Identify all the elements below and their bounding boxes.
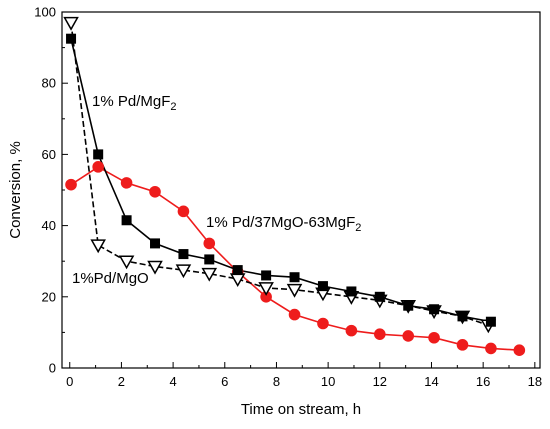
marker-mixed <box>149 185 161 198</box>
series-label-mgf2-main: 1% Pd/MgF <box>92 93 170 110</box>
x-tick-label: 6 <box>221 374 228 389</box>
x-tick-label: 4 <box>169 374 176 389</box>
series-lines <box>70 22 520 351</box>
marker-mixed <box>456 339 469 351</box>
marker-mgf2 <box>289 272 300 283</box>
x-tick-label: 0 <box>66 374 73 389</box>
series-label-mgf2-sub: 2 <box>170 101 176 113</box>
series-line-mixed <box>70 165 520 351</box>
marker-mgf2 <box>178 249 189 260</box>
axis-ticks: 0 2 4 6 8 10 12 14 16 18 0 20 40 60 80 100 <box>34 5 542 390</box>
x-tick-label: 18 <box>528 374 542 389</box>
x-tick-label: 2 <box>118 374 125 389</box>
y-tick-label: 20 <box>42 289 56 304</box>
series-label-mgo: 1%Pd/MgO <box>72 270 149 287</box>
plot-frame <box>61 11 541 369</box>
marker-mgo <box>63 16 79 31</box>
marker-mixed <box>260 291 272 303</box>
marker-mgf2 <box>261 270 272 281</box>
y-tick-label: 40 <box>42 218 56 233</box>
x-tick-label: 10 <box>321 374 335 389</box>
marker-mixed <box>485 342 497 355</box>
x-tick-label: 14 <box>424 374 438 389</box>
marker-mgo <box>147 260 163 275</box>
series-label-mgo-main: 1%Pd/MgO <box>72 270 149 287</box>
marker-mgf2 <box>150 238 161 249</box>
x-tick-label: 16 <box>476 374 490 389</box>
marker-mgf2 <box>204 254 215 265</box>
marker-mgo <box>175 264 192 279</box>
marker-mixed <box>120 177 133 189</box>
marker-mixed <box>402 330 415 342</box>
marker-mgf2 <box>66 33 77 44</box>
marker-mgf2 <box>485 316 496 327</box>
marker-mgf2 <box>374 291 385 302</box>
marker-mixed <box>203 237 216 250</box>
x-axis-title: Time on stream, h <box>241 401 361 418</box>
marker-mixed <box>513 344 526 357</box>
marker-mixed <box>374 328 386 340</box>
marker-mixed <box>345 324 358 337</box>
marker-mgf2 <box>317 281 328 292</box>
marker-mgo <box>201 267 218 282</box>
marker-mgo <box>90 239 106 254</box>
marker-mgf2 <box>429 304 440 315</box>
series-markers <box>63 16 526 357</box>
marker-mgf2 <box>346 286 357 297</box>
marker-mixed <box>92 161 104 173</box>
series-line-mgo <box>70 22 489 327</box>
y-axis-title: Conversion, % <box>7 141 24 239</box>
marker-mgf2 <box>403 300 414 311</box>
series-label-mixed-main: 1% Pd/37MgO-63MgF <box>206 214 355 231</box>
x-tick-label: 12 <box>373 374 387 389</box>
marker-mixed <box>65 178 77 191</box>
y-tick-label: 0 <box>49 361 56 376</box>
marker-mgf2 <box>121 215 132 226</box>
marker-mixed <box>288 308 301 321</box>
marker-mgo <box>258 282 274 296</box>
y-tick-label: 80 <box>42 76 56 91</box>
series-line-mgf2 <box>70 38 492 323</box>
marker-mgo <box>118 255 135 270</box>
x-tick-label: 8 <box>273 374 280 389</box>
marker-mgf2 <box>93 149 104 160</box>
marker-mixed <box>177 205 190 218</box>
marker-mixed <box>317 317 329 330</box>
plot-area: 0 2 4 6 8 10 12 14 16 18 0 20 40 60 80 100 <box>34 5 542 390</box>
marker-mgo <box>286 283 303 298</box>
marker-mixed <box>428 331 440 344</box>
y-tick-label: 100 <box>34 5 56 20</box>
marker-mgf2 <box>232 265 243 276</box>
marker-mgf2 <box>457 311 468 322</box>
y-tick-label: 60 <box>42 147 56 162</box>
series-label-mixed: 1% Pd/37MgO-63MgF2 <box>206 214 361 234</box>
series-label-mgf2: 1% Pd/MgF2 <box>92 93 177 113</box>
series-label-mixed-sub: 2 <box>355 222 361 234</box>
